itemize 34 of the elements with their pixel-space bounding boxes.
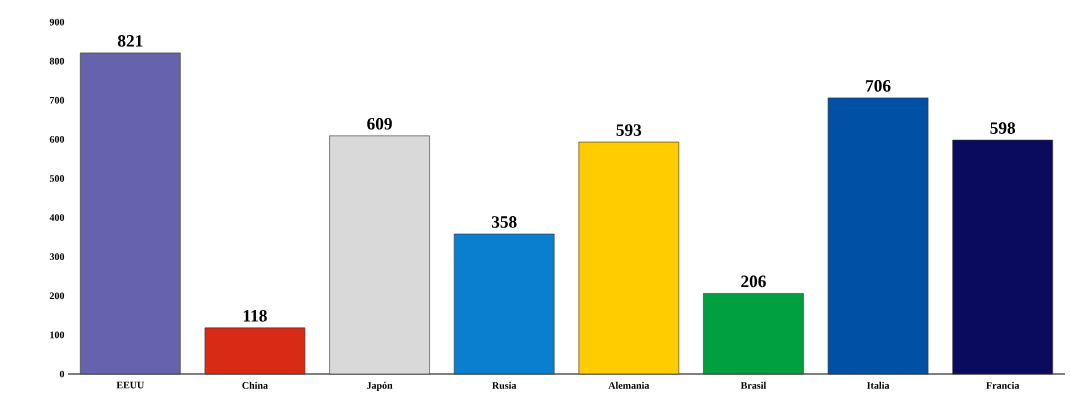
data-label: 358 — [491, 216, 517, 228]
bar — [703, 293, 804, 375]
x-tick-label: EEUU — [116, 381, 144, 389]
x-tick-label: Rusia — [492, 381, 517, 389]
bar — [329, 135, 430, 375]
data-label: 206 — [741, 275, 766, 288]
y-tick-label: 500 — [49, 175, 65, 182]
x-tick-label: Italia — [867, 381, 890, 389]
x-tick-label: Japón — [366, 381, 393, 391]
x-tick-label: Alemania — [608, 381, 650, 389]
data-label: 598 — [990, 122, 1016, 134]
data-label: 593 — [616, 124, 642, 136]
x-tick-label: Francia — [986, 381, 1020, 389]
bar — [952, 139, 1053, 375]
bar — [578, 141, 680, 375]
data-label: 609 — [367, 117, 392, 130]
y-tick-label: 0 — [59, 370, 65, 378]
data-label: 821 — [117, 35, 143, 47]
y-tick-label: 200 — [49, 292, 65, 300]
bar — [204, 327, 306, 375]
y-tick-label: 800 — [49, 57, 65, 65]
y-tick-label: 900 — [49, 18, 65, 26]
bar — [453, 233, 555, 375]
bar — [827, 97, 929, 375]
x-tick-label: China — [242, 381, 268, 389]
x-tick-label: Brasil — [740, 381, 767, 389]
y-tick-label: 300 — [49, 253, 65, 261]
bar — [80, 52, 181, 375]
y-tick-label: 600 — [49, 135, 65, 143]
data-label: 706 — [866, 80, 891, 92]
y-tick-label: 700 — [50, 96, 65, 104]
y-tick-label: 400 — [49, 214, 65, 221]
y-tick-label: 100 — [50, 331, 65, 339]
data-label: 118 — [243, 309, 267, 322]
